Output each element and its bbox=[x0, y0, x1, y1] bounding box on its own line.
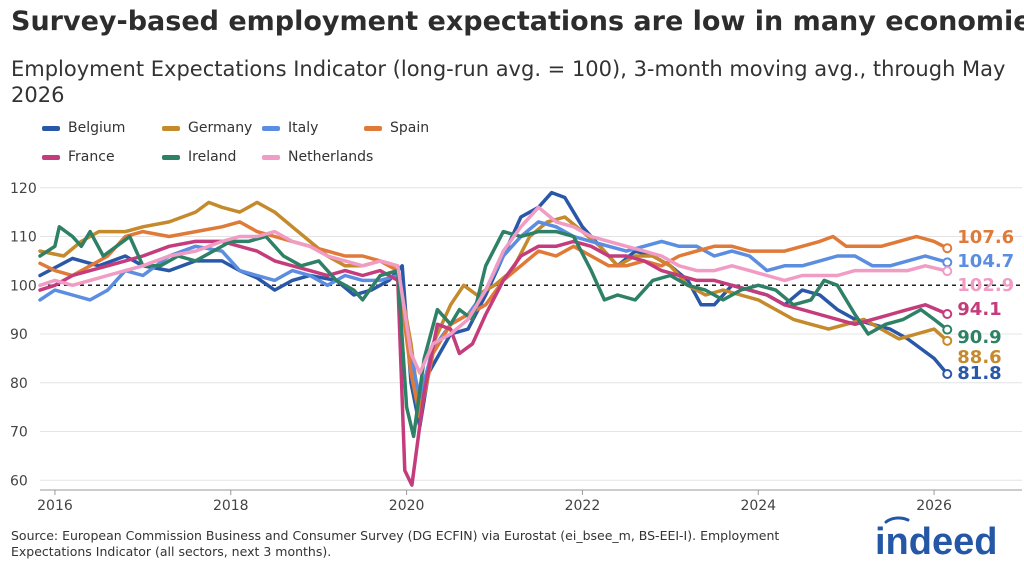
legend-swatch bbox=[42, 154, 60, 160]
series-line-netherlands bbox=[38, 205, 950, 375]
x-tick-label: 2026 bbox=[916, 498, 952, 514]
chart-subtitle: Employment Expectations Indicator (long-… bbox=[11, 57, 1006, 107]
legend-swatch bbox=[262, 154, 280, 160]
legend: Belgium Germany Italy Spain France Ireland Net… bbox=[42, 120, 562, 180]
legend-item-italy: Italy bbox=[262, 120, 318, 136]
legend-item-germany: Germany bbox=[162, 120, 252, 136]
chart-title: Survey-based employment expectations are… bbox=[11, 6, 1024, 37]
legend-swatch bbox=[262, 125, 280, 131]
end-marker-germany bbox=[942, 335, 953, 346]
end-marker-netherlands bbox=[942, 266, 953, 277]
series-line-ireland bbox=[38, 225, 950, 439]
legend-label: Italy bbox=[288, 120, 319, 136]
y-tick-label: 80 bbox=[10, 376, 28, 392]
legend-item-ireland: Ireland bbox=[162, 149, 236, 165]
y-tick-label: 60 bbox=[10, 473, 28, 489]
y-tick-label: 70 bbox=[10, 425, 28, 441]
end-label-netherlands: 102.9 bbox=[957, 275, 1014, 296]
legend-label: Belgium bbox=[68, 120, 126, 136]
end-marker-italy bbox=[942, 257, 953, 268]
end-marker-spain bbox=[942, 243, 953, 254]
legend-item-france: France bbox=[42, 149, 115, 165]
legend-label: Germany bbox=[188, 120, 253, 136]
end-label-spain: 107.6 bbox=[957, 227, 1014, 248]
logo-swoosh bbox=[884, 516, 910, 524]
series-line-belgium bbox=[38, 190, 950, 429]
legend-item-netherlands: Netherlands bbox=[262, 149, 373, 165]
x-tick-label: 2020 bbox=[389, 498, 425, 514]
source-note: Source: European Commission Business and… bbox=[11, 528, 780, 559]
y-tick-label: 90 bbox=[10, 327, 28, 343]
end-marker-france bbox=[942, 309, 953, 320]
x-tick-label: 2016 bbox=[37, 498, 73, 514]
x-tick-label: 2024 bbox=[740, 498, 776, 514]
legend-swatch bbox=[364, 125, 382, 131]
legend-label: Spain bbox=[390, 120, 430, 136]
legend-swatch bbox=[42, 125, 60, 131]
end-label-ireland: 90.9 bbox=[957, 327, 1001, 348]
indeed-logo: indeed bbox=[875, 516, 997, 563]
end-marker-ireland bbox=[942, 324, 953, 335]
end-marker-belgium bbox=[942, 368, 953, 379]
end-label-italy: 104.7 bbox=[957, 251, 1014, 272]
end-label-france: 94.1 bbox=[957, 299, 1001, 320]
end-label-belgium: 81.8 bbox=[957, 363, 1001, 384]
series-line-germany bbox=[38, 200, 950, 414]
legend-label: Netherlands bbox=[288, 149, 374, 165]
legend-item-belgium: Belgium bbox=[42, 120, 125, 136]
logo-text: indeed bbox=[875, 521, 997, 563]
legend-item-spain: Spain bbox=[364, 120, 429, 136]
y-tick-label: 110 bbox=[10, 230, 37, 246]
legend-swatch bbox=[162, 125, 180, 131]
x-tick-label: 2022 bbox=[565, 498, 601, 514]
end-label-germany: 88.6 bbox=[957, 347, 1001, 368]
legend-swatch bbox=[162, 154, 180, 160]
y-tick-label: 100 bbox=[10, 278, 37, 294]
y-tick-label: 120 bbox=[10, 181, 37, 197]
x-tick-label: 2018 bbox=[213, 498, 249, 514]
legend-label: France bbox=[68, 149, 115, 165]
legend-label: Ireland bbox=[188, 149, 237, 165]
